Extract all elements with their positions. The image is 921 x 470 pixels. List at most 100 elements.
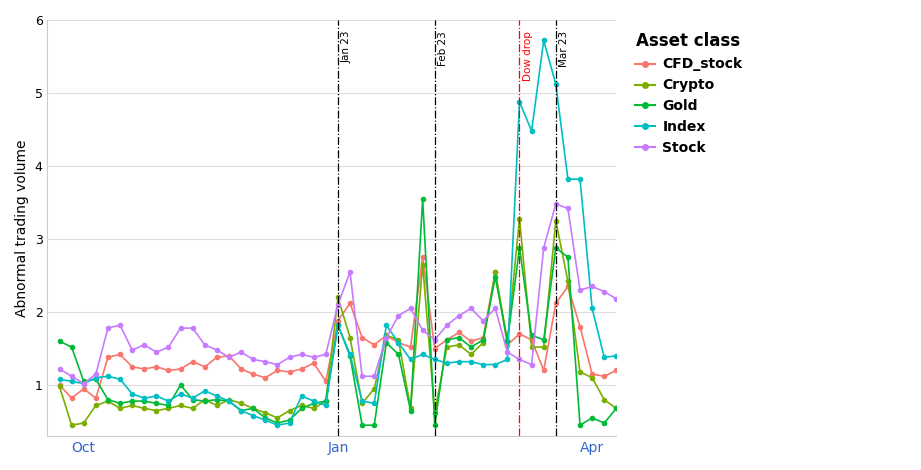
Gold (356, 423, 367, 428)
CFD_stock (211, 354, 222, 360)
CFD_stock (272, 368, 283, 373)
Crypto (514, 216, 525, 221)
Crypto (175, 403, 186, 408)
Index (236, 408, 247, 414)
Index (309, 398, 320, 404)
Stock (126, 347, 137, 353)
Stock (187, 325, 198, 331)
Crypto (163, 406, 174, 411)
Index (102, 374, 113, 379)
Index (175, 391, 186, 397)
Crypto (78, 420, 89, 426)
Stock (478, 318, 489, 324)
Gold (429, 423, 440, 428)
Stock (368, 374, 379, 379)
Stock (356, 374, 367, 379)
Crypto (502, 338, 513, 344)
Index (163, 398, 174, 404)
Index (344, 352, 356, 357)
Index (90, 375, 101, 381)
Crypto (126, 403, 137, 408)
Gold (599, 420, 610, 426)
Stock (139, 342, 150, 348)
Stock (66, 374, 77, 379)
Stock (114, 322, 125, 328)
Index (587, 306, 598, 311)
Gold (538, 337, 549, 343)
Gold (332, 322, 344, 328)
Crypto (260, 410, 271, 415)
Stock (284, 354, 295, 360)
Crypto (309, 406, 320, 411)
Index (478, 362, 489, 368)
Text: Jan 23: Jan 23 (342, 31, 352, 63)
Index (368, 400, 379, 406)
Index (66, 378, 77, 384)
Gold (211, 397, 222, 402)
CFD_stock (199, 364, 210, 369)
Gold (66, 344, 77, 350)
CFD_stock (538, 368, 549, 373)
Stock (611, 296, 622, 302)
Stock (296, 352, 307, 357)
Line: Crypto: Crypto (57, 217, 618, 427)
CFD_stock (380, 333, 391, 338)
Stock (417, 328, 428, 333)
Index (187, 395, 198, 401)
Gold (563, 254, 574, 260)
Crypto (538, 344, 549, 350)
Crypto (368, 386, 379, 392)
Crypto (248, 406, 259, 411)
Index (151, 393, 162, 399)
Crypto (344, 335, 356, 340)
Crypto (90, 403, 101, 408)
Crypto (332, 295, 344, 300)
CFD_stock (502, 342, 513, 348)
Index (54, 376, 65, 382)
CFD_stock (465, 338, 476, 344)
Crypto (66, 423, 77, 428)
Stock (321, 352, 332, 357)
Stock (393, 313, 404, 319)
Crypto (393, 337, 404, 343)
Crypto (139, 406, 150, 411)
Stock (465, 306, 476, 311)
Index (526, 128, 537, 134)
Stock (199, 342, 210, 348)
Stock (211, 347, 222, 353)
CFD_stock (139, 366, 150, 372)
Crypto (611, 406, 622, 411)
Index (272, 423, 283, 428)
Text: Dow drop: Dow drop (523, 31, 533, 81)
Crypto (441, 344, 452, 350)
Stock (587, 284, 598, 290)
CFD_stock (296, 366, 307, 372)
Index (356, 398, 367, 404)
CFD_stock (344, 300, 356, 306)
Crypto (380, 333, 391, 338)
Gold (405, 408, 416, 414)
CFD_stock (54, 382, 65, 388)
CFD_stock (175, 366, 186, 372)
Gold (224, 398, 235, 404)
Index (248, 413, 259, 418)
Line: Index: Index (57, 39, 618, 427)
Index (332, 322, 344, 328)
Stock (575, 287, 586, 293)
CFD_stock (599, 374, 610, 379)
Crypto (465, 352, 476, 357)
Stock (490, 306, 501, 311)
Gold (514, 245, 525, 251)
Gold (236, 408, 247, 414)
CFD_stock (441, 337, 452, 343)
Gold (54, 338, 65, 344)
Index (417, 352, 428, 357)
Gold (478, 337, 489, 343)
Crypto (272, 415, 283, 421)
Gold (575, 423, 586, 428)
Gold (465, 344, 476, 350)
Stock (514, 357, 525, 362)
Gold (175, 382, 186, 388)
CFD_stock (284, 369, 295, 375)
CFD_stock (321, 378, 332, 384)
